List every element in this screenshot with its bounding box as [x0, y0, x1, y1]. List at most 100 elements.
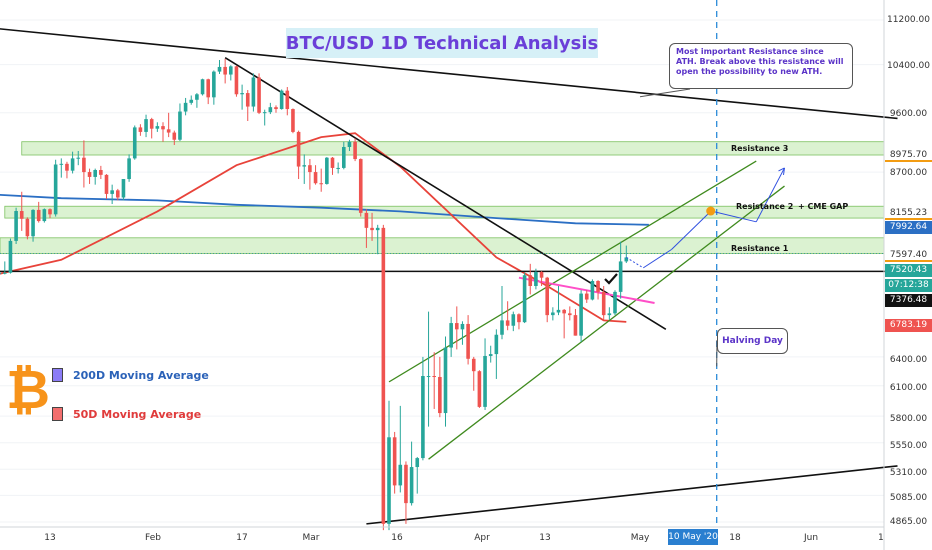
candle — [607, 307, 612, 320]
candle — [178, 103, 182, 142]
candle — [116, 188, 120, 201]
candle — [245, 90, 250, 122]
candle-body — [596, 280, 600, 292]
candle-body — [121, 179, 126, 198]
candle — [42, 208, 47, 223]
price-tag: 6400.00 — [889, 355, 928, 365]
candle-body — [330, 157, 335, 168]
candle-body — [584, 293, 589, 300]
candle — [381, 224, 386, 531]
halving-label: Halving Day — [722, 336, 783, 346]
candle — [336, 162, 340, 174]
candle-body — [539, 271, 544, 278]
candle — [584, 290, 589, 303]
moving-averages — [0, 132, 649, 323]
candle — [240, 84, 244, 110]
candlesticks — [0, 58, 629, 531]
candle-body — [132, 127, 137, 159]
candle — [494, 329, 499, 379]
projection-segment — [671, 210, 712, 250]
price-tag: 9600.00 — [889, 109, 928, 119]
candle-body — [212, 71, 216, 98]
candle — [539, 271, 544, 286]
candle — [387, 400, 391, 531]
candle-body — [573, 315, 578, 336]
candle-body — [31, 209, 35, 237]
price-tag: 07:12:38 — [885, 279, 932, 292]
candle-body — [70, 158, 75, 171]
candle — [65, 161, 69, 179]
candle — [53, 159, 58, 217]
candle-body — [296, 131, 301, 167]
candle — [466, 315, 470, 365]
candle — [127, 154, 131, 182]
candle-body — [624, 257, 629, 262]
candle-body — [590, 280, 595, 300]
candle-body — [76, 157, 81, 159]
candle — [443, 336, 448, 427]
candle — [172, 130, 177, 146]
candle-body — [607, 313, 612, 316]
candle-body — [325, 157, 329, 184]
candle-body — [291, 109, 295, 132]
price-tag: 7992.64 — [885, 221, 932, 234]
projection-segment — [710, 210, 757, 223]
candle-body — [14, 211, 18, 241]
price-tag: 8155.23 — [885, 207, 932, 220]
candle — [624, 245, 629, 264]
time-tick-label: 18 — [729, 533, 741, 543]
candle-body — [488, 354, 493, 356]
candle-body — [556, 309, 561, 313]
candle-body — [336, 167, 340, 169]
price-tag: 7376.48 — [885, 294, 932, 307]
candle — [99, 165, 103, 180]
candle — [601, 285, 606, 321]
candle-body — [568, 313, 572, 316]
candle-body — [347, 141, 352, 147]
time-tick-label: 13 — [44, 533, 56, 543]
checkmark-icon — [604, 273, 618, 285]
time-tick-label: Mar — [302, 533, 320, 543]
candle-body — [87, 172, 92, 177]
chart-title: BTC/USD 1D Technical Analysis — [285, 32, 599, 54]
candle — [471, 356, 476, 391]
candle — [296, 130, 301, 180]
candle — [353, 138, 357, 162]
candle-body — [438, 376, 442, 414]
candle-body — [229, 66, 233, 75]
axes — [0, 0, 885, 550]
price-tag: 6100.00 — [889, 383, 928, 393]
candle — [364, 209, 369, 248]
candle — [59, 158, 64, 178]
candle — [132, 125, 137, 160]
price-tag: 5800.00 — [889, 414, 928, 424]
candle — [82, 140, 86, 188]
candle — [613, 290, 617, 316]
candle — [0, 272, 1, 274]
candle — [432, 352, 436, 409]
candle — [262, 109, 267, 126]
candle — [313, 165, 318, 185]
candle — [217, 60, 222, 74]
candle-body — [217, 66, 222, 72]
candle — [8, 238, 13, 274]
candle — [279, 89, 284, 110]
resistance-zones — [0, 141, 885, 254]
candle-body — [19, 211, 24, 219]
candle-body — [398, 464, 403, 486]
candle — [93, 168, 97, 185]
candle — [517, 313, 521, 330]
candle-body — [443, 347, 448, 414]
candle-body — [466, 323, 470, 359]
projection-segment — [642, 249, 672, 269]
long-term-resistance-line — [0, 28, 898, 120]
candle-body — [381, 227, 386, 524]
candle-body — [522, 275, 527, 323]
candle-body — [110, 190, 114, 194]
candle-body — [618, 261, 623, 292]
candle — [505, 301, 510, 331]
candle-body — [262, 112, 267, 114]
candle — [48, 208, 52, 219]
candle-body — [268, 107, 273, 113]
